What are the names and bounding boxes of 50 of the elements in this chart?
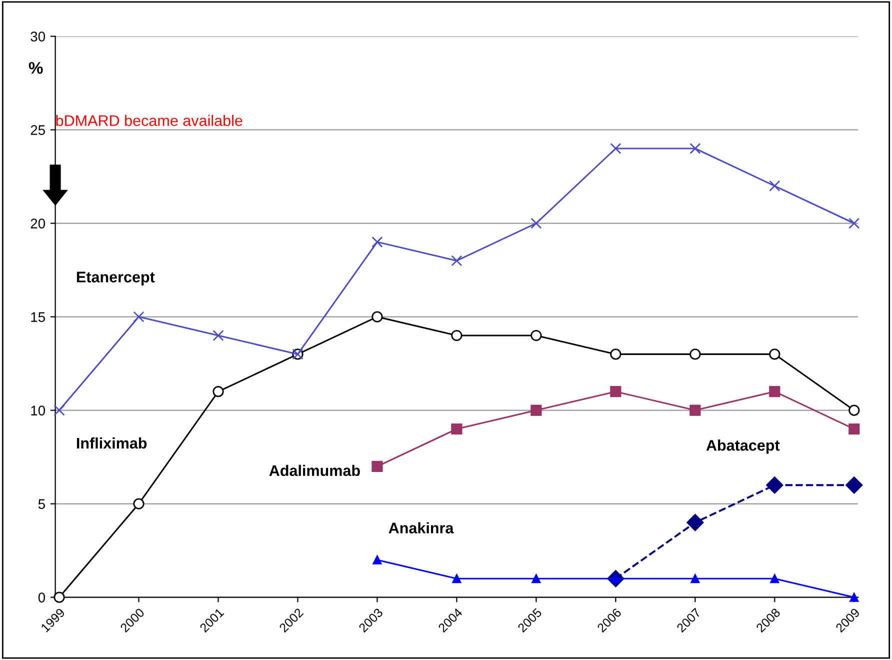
series-label: Adalimumab xyxy=(269,464,360,476)
point xyxy=(530,218,542,229)
y-tick-label: 20 xyxy=(30,218,46,228)
point xyxy=(690,574,700,584)
point xyxy=(610,142,622,154)
point xyxy=(54,592,65,603)
point xyxy=(133,311,144,322)
point xyxy=(372,311,383,322)
point xyxy=(690,142,701,154)
point xyxy=(372,555,382,564)
point xyxy=(850,592,859,602)
series-label: Infliximab xyxy=(76,437,147,449)
point xyxy=(848,423,860,435)
point xyxy=(769,348,780,360)
point xyxy=(690,348,701,360)
point xyxy=(532,574,541,584)
y-tick-label: 5 xyxy=(38,499,45,509)
series-label: Etanercept xyxy=(76,272,155,286)
point xyxy=(451,330,462,342)
annotation: bDMARD became available xyxy=(56,114,242,126)
point xyxy=(212,330,224,342)
point xyxy=(770,574,780,584)
point xyxy=(451,255,462,266)
y-tick-label: 0 xyxy=(38,592,46,602)
y-tick-label: 15 xyxy=(31,312,45,322)
point xyxy=(451,423,462,435)
point xyxy=(212,386,224,398)
point xyxy=(848,404,860,416)
point xyxy=(133,498,144,510)
series-label: Anakinra xyxy=(388,522,454,534)
point xyxy=(769,386,780,398)
series-label: Abatacept xyxy=(706,440,780,454)
point xyxy=(452,574,462,584)
point xyxy=(54,404,65,416)
y-tick-label: 10 xyxy=(31,406,46,416)
y-axis-title: % xyxy=(28,62,43,74)
point xyxy=(530,404,542,416)
point xyxy=(372,460,383,472)
point xyxy=(686,514,704,532)
point xyxy=(690,404,701,416)
y-tick-label: 30 xyxy=(30,32,46,42)
point xyxy=(846,476,863,494)
point xyxy=(372,236,383,248)
point xyxy=(530,330,542,342)
point xyxy=(769,180,780,192)
point xyxy=(610,386,622,398)
point xyxy=(766,476,784,494)
y-tick-label: 25 xyxy=(30,125,45,135)
point xyxy=(848,218,860,229)
point xyxy=(610,348,622,360)
